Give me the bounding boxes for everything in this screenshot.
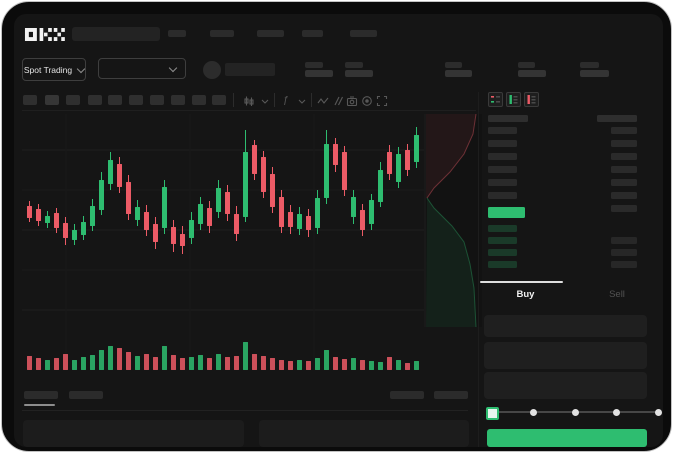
tab-buy[interactable]: Buy [516,289,535,300]
amount-slider[interactable] [486,405,663,420]
ask-row-price[interactable] [488,127,517,134]
panel-divider [478,92,479,447]
bottom-section-divider [22,410,468,411]
slider-stop[interactable] [571,409,579,416]
market-type-label: Spot Trading [23,64,73,75]
pair-selector[interactable] [98,58,186,79]
orders-table-placeholder [23,420,244,447]
toolbar-bottom-divider [22,110,476,111]
bid-row-price[interactable] [488,261,517,268]
toolbar-divider [274,93,275,107]
nav-item[interactable] [168,30,186,37]
chevron-down-icon [76,64,86,73]
price-chart[interactable] [22,114,484,374]
timeframe-button[interactable] [66,95,80,105]
timeframe-button[interactable] [192,95,206,105]
ask-row-amount[interactable] [611,140,637,147]
market-type-selector[interactable]: Spot Trading [22,58,86,81]
bid-row-amount[interactable] [611,261,637,268]
slider-stop[interactable] [654,409,662,416]
timeframe-button[interactable] [45,95,59,105]
bid-row-price[interactable] [488,225,517,232]
bottom-tab[interactable] [69,391,103,399]
bid-row-price[interactable] [488,237,517,244]
history-table-placeholder [259,420,469,447]
toolbar-divider [311,93,312,107]
price-placeholder [225,63,275,76]
ask-row-price[interactable] [488,166,517,173]
line-chart-icon[interactable] [316,94,329,107]
fullscreen-icon[interactable] [375,94,388,107]
app-window: Spot Trading ƒ [14,14,663,447]
chevron-down-icon[interactable] [295,94,308,107]
slider-handle[interactable] [486,407,499,420]
tab-sell[interactable]: Sell [609,289,625,300]
timeframe-button[interactable] [88,95,102,105]
timeframe-button[interactable] [150,95,164,105]
compare-icon[interactable] [331,94,344,107]
timeframe-button[interactable] [212,95,226,105]
ask-row-amount[interactable] [611,192,637,199]
last-price-bar[interactable] [488,207,525,218]
price-row-amount[interactable] [611,205,637,212]
timeframe-button[interactable] [171,95,185,105]
bid-row-amount[interactable] [611,237,637,244]
nav-item[interactable] [302,30,323,37]
camera-icon[interactable] [345,94,358,107]
pair-avatar [203,61,221,79]
target-icon[interactable] [360,94,373,107]
timeframe-button[interactable] [108,95,122,105]
orderbook-buy-icon[interactable] [506,92,521,107]
orderbook-combined-icon[interactable] [488,92,503,107]
nav-item[interactable] [350,30,377,37]
bottom-action-button[interactable] [434,391,468,399]
ask-row-amount[interactable] [611,166,637,173]
toolbar-divider [233,93,234,107]
bid-row-price[interactable] [488,249,517,256]
candle-style-icon[interactable] [242,94,255,107]
ask-row-price[interactable] [488,179,517,186]
timeframe-button[interactable] [129,95,143,105]
bottom-tab-indicator [24,404,55,406]
bottom-tab-active[interactable] [24,391,58,399]
nav-item[interactable] [210,30,234,37]
amount-field[interactable] [484,372,647,399]
timeframe-button[interactable] [23,95,37,105]
slider-stop[interactable] [530,409,537,416]
orderbook-header-amount [597,115,637,122]
ask-row-price[interactable] [488,192,517,199]
indicators-fx-icon[interactable]: ƒ [282,95,289,106]
bottom-action-button[interactable] [390,391,424,399]
order-type-field[interactable] [484,315,647,337]
bid-row-amount[interactable] [611,249,637,256]
ask-row-price[interactable] [488,140,517,147]
buy-tab-indicator [480,281,563,283]
chevron-down-icon[interactable] [258,94,271,107]
ask-row-price[interactable] [488,153,517,160]
search-input[interactable] [72,27,160,41]
buy-submit-button[interactable] [487,429,647,447]
orderbook-header-price [488,115,528,122]
price-field[interactable] [484,342,647,369]
nav-item[interactable] [257,30,284,37]
orderbook-sell-icon[interactable] [524,92,539,107]
slider-stop[interactable] [613,409,620,416]
chevron-down-icon [168,63,178,72]
ask-row-amount[interactable] [611,153,637,160]
ask-row-amount[interactable] [611,179,637,186]
ask-row-amount[interactable] [611,127,637,134]
okx-logo [24,28,65,41]
